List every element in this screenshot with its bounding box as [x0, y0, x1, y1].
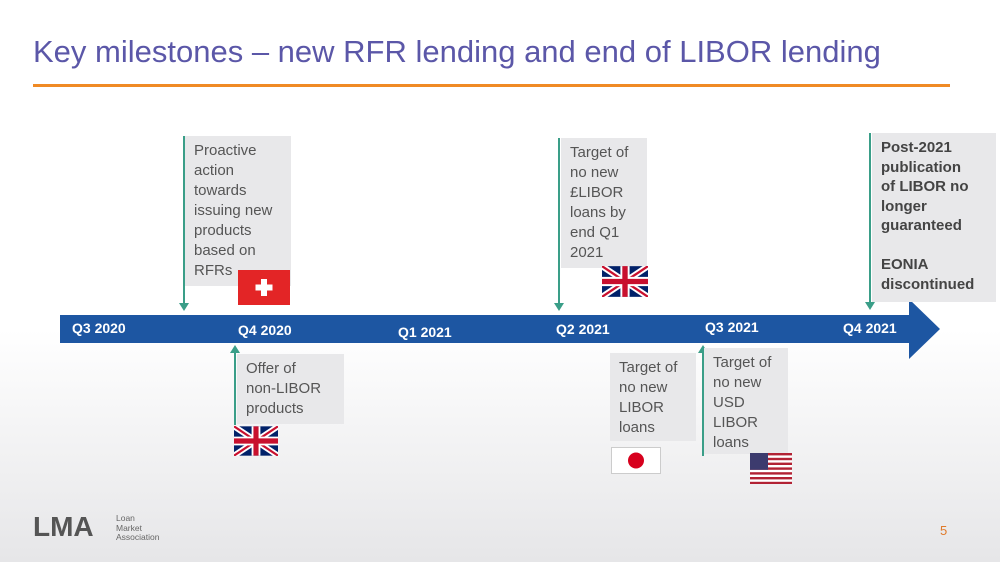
milestone-arrow-uk-q2 — [554, 303, 564, 311]
milestone-box-usa: Target of no new USD LIBOR loans — [704, 348, 788, 454]
milestone-box-uk-q2: Target of no new £LIBOR loans by end Q1 … — [561, 138, 647, 268]
lma-logo-subtitle: Loan Market Association — [116, 513, 160, 542]
milestone-text-post-2021: Post-2021 publication of LIBOR no longer… — [881, 139, 975, 293]
quarter-label-q1-2021: Q1 2021 — [398, 324, 452, 340]
milestone-line-uk-q2 — [558, 138, 560, 304]
milestone-box-japan: Target of no new LIBOR loans — [610, 353, 696, 441]
milestone-box-uk-q4: Offer of non-LIBOR products — [237, 354, 344, 424]
uk-flag-icon-2 — [602, 266, 648, 297]
us-flag-icon — [750, 453, 792, 484]
quarter-label-q4-2020: Q4 2020 — [238, 322, 292, 338]
japan-flag-icon — [611, 447, 661, 474]
milestone-text-japan: Target of no new LIBOR loans — [619, 359, 678, 436]
milestone-line-switzerland — [183, 136, 185, 304]
milestone-arrow-usa — [698, 345, 708, 353]
milestone-box-switzerland: Proactive action towards issuing new pro… — [185, 136, 291, 286]
lma-logo: LMA — [33, 511, 94, 542]
timeline-arrow — [60, 315, 915, 343]
uk-flag-icon — [234, 426, 278, 456]
milestone-arrow-uk-q4 — [230, 345, 240, 353]
page-number: 5 — [940, 523, 948, 538]
milestone-line-uk-q4 — [234, 351, 236, 425]
milestone-text-uk-q4: Offer of non-LIBOR products — [246, 360, 322, 417]
quarter-label-q3-2020: Q3 2020 — [72, 320, 126, 336]
switzerland-flag-icon — [238, 270, 290, 305]
milestone-arrow-post-2021 — [865, 302, 875, 310]
quarter-label-q2-2021: Q2 2021 — [556, 321, 610, 337]
slide-title: Key milestones – new RFR lending and end… — [33, 34, 881, 69]
timeline-arrowhead — [909, 299, 940, 359]
quarter-label-q3-2021: Q3 2021 — [705, 319, 759, 335]
title-underline — [33, 84, 950, 87]
milestone-box-post-2021: Post-2021 publication of LIBOR no longer… — [872, 133, 996, 302]
milestone-line-post-2021 — [869, 133, 871, 303]
milestone-text-usa: Target of no new USD LIBOR loans — [713, 354, 772, 451]
milestone-line-usa — [702, 351, 704, 456]
quarter-label-q4-2021: Q4 2021 — [843, 320, 897, 336]
milestone-arrow-switzerland — [179, 303, 189, 311]
milestone-text-uk-q2: Target of no new £LIBOR loans by end Q1 … — [570, 144, 629, 261]
milestone-text-switzerland: Proactive action towards issuing new pro… — [194, 142, 273, 279]
